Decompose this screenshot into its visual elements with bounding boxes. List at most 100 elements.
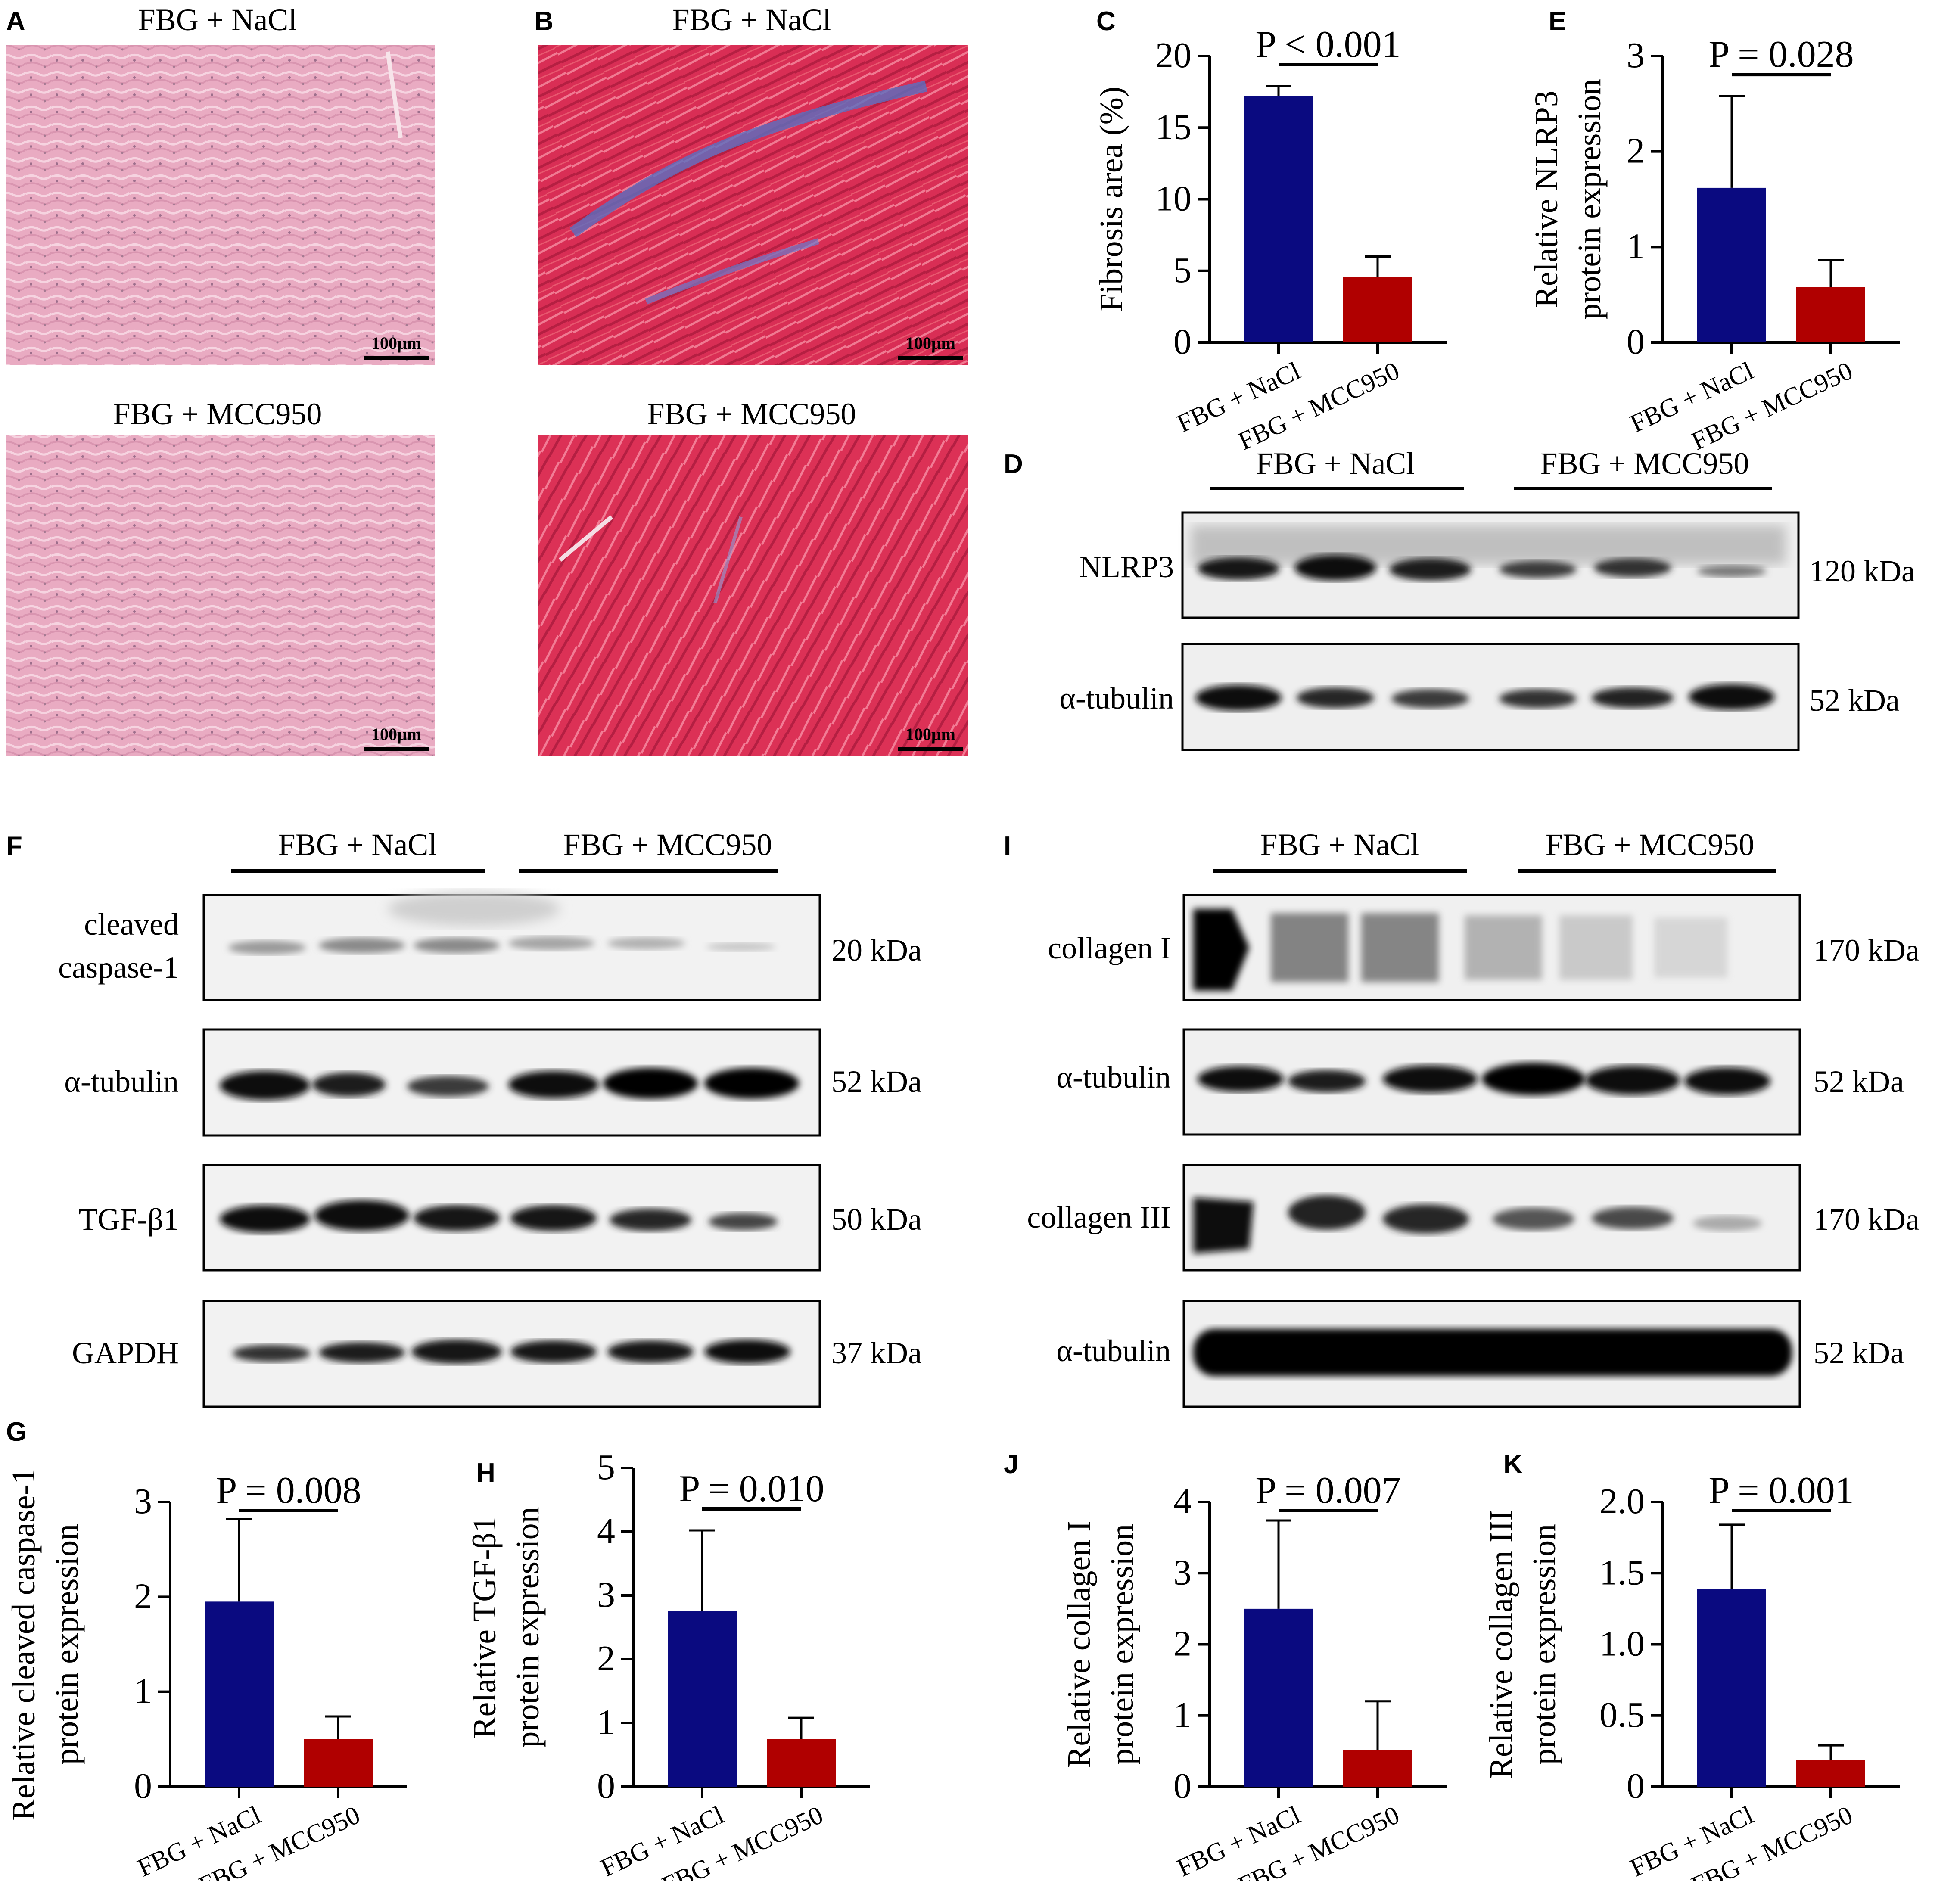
blot-I-label-tubulin-1: α-tubulin: [1056, 1060, 1171, 1094]
blot-F-kda-GAPDH: 37 kDa: [831, 1336, 922, 1370]
y-tick-label: 3: [1173, 1552, 1192, 1592]
scale-bar-label: 100μm: [905, 724, 955, 744]
scale-bar-label: 100μm: [371, 333, 421, 353]
scale-bar-B-top: 100μm: [898, 333, 963, 360]
p-value-label: P = 0.007: [1255, 1470, 1400, 1511]
blot-I-header-nacl: FBG + NaCl: [1260, 827, 1419, 862]
blot-F-label-cleaved-line1: cleaved: [84, 907, 179, 942]
blot-I-kda-tubulin-2: 52 kDa: [1814, 1336, 1904, 1370]
y-tick-label: 5: [597, 1447, 615, 1487]
blot-F-label-GAPDH: GAPDH: [72, 1336, 179, 1370]
y-tick-label: 0: [597, 1766, 615, 1806]
scale-bar-B-bottom: 100μm: [898, 724, 963, 751]
blot-D-header-mcc950: FBG + MCC950: [1540, 446, 1749, 481]
y-axis-label-line2: protein expression: [1571, 79, 1608, 320]
p-value-label: P = 0.008: [216, 1470, 361, 1511]
blot-F-header-nacl: FBG + NaCl: [278, 827, 437, 862]
scale-bar-label: 100μm: [371, 724, 421, 744]
y-tick-label: 0.5: [1599, 1695, 1645, 1735]
y-axis-label-line1: Relative NLRP3: [1528, 90, 1565, 308]
panel-letter-F: F: [6, 831, 22, 861]
masson-image-nacl: [538, 45, 968, 365]
y-tick-label: 2.0: [1599, 1481, 1645, 1521]
bar-nacl: [1697, 187, 1766, 342]
bar-mcc950: [1343, 1750, 1412, 1787]
y-axis-label-line2: protein expression: [1526, 1524, 1562, 1765]
panel-letter-I: I: [1004, 831, 1011, 861]
y-axis-label-line1: Relative collagen III: [1483, 1510, 1519, 1779]
blot-D-row-NLRP3: NLRP3 120 kDa: [1079, 511, 1915, 619]
blot-I-group-headers: FBG + NaCl FBG + MCC950: [1213, 827, 1776, 873]
blot-F-row-tubulin: α-tubulin 52 kDa: [64, 1028, 922, 1137]
scale-bar-A-top: 100μm: [364, 333, 429, 360]
bar-nacl: [1697, 1589, 1766, 1787]
bar-nacl: [205, 1601, 274, 1787]
y-tick-label: 0: [1173, 322, 1192, 362]
y-tick-label: 1.0: [1599, 1624, 1645, 1664]
y-axis-label: Fibrosis area (%): [1093, 87, 1129, 312]
y-tick-label: 0: [1627, 322, 1645, 362]
histology-title-A-bottom: FBG + MCC950: [113, 397, 322, 431]
panel-letter-K: K: [1503, 1449, 1523, 1479]
blot-I-label-tubulin-2: α-tubulin: [1056, 1334, 1171, 1368]
panel-letter-A: A: [6, 6, 25, 36]
blot-F-label-tubulin: α-tubulin: [64, 1064, 179, 1099]
x-tick-label-mcc950: FBG + MCC950: [1687, 356, 1857, 456]
y-tick-label: 10: [1155, 179, 1192, 219]
blot-D-label-tubulin: α-tubulin: [1059, 681, 1174, 715]
panel-letter-C: C: [1096, 6, 1116, 36]
p-value-label: P = 0.010: [679, 1468, 824, 1510]
y-tick-label: 1: [1627, 226, 1645, 266]
blot-F-row-TGF-b1: TGF-β1 50 kDa: [78, 1164, 922, 1272]
p-value-label: P = 0.028: [1708, 34, 1854, 75]
blot-D-kda-tubulin: 52 kDa: [1809, 683, 1900, 718]
blot-I-label-collagen-I: collagen I: [1048, 931, 1171, 965]
blot-F-kda-tubulin: 52 kDa: [831, 1064, 922, 1099]
bar-mcc950: [1796, 287, 1865, 342]
histology-title-B-top: FBG + NaCl: [672, 3, 831, 37]
y-tick-label: 1: [1173, 1695, 1192, 1735]
bar-nacl: [1244, 96, 1313, 343]
he-image-mcc950: [6, 435, 435, 756]
blot-D-header-nacl: FBG + NaCl: [1256, 446, 1415, 481]
blot-F-header-mcc950: FBG + MCC950: [563, 827, 772, 862]
y-tick-label: 2: [1173, 1624, 1192, 1664]
panel-letter-B: B: [534, 6, 554, 36]
y-tick-label: 0: [1627, 1766, 1645, 1806]
bar-nacl: [1244, 1608, 1313, 1787]
blot-D-row-tubulin: α-tubulin 52 kDa: [1059, 643, 1900, 751]
blot-F-group-headers: FBG + NaCl FBG + MCC950: [231, 827, 778, 873]
y-axis-label-line2: protein expression: [49, 1524, 85, 1765]
y-tick-label: 3: [134, 1481, 152, 1521]
y-tick-label: 1: [134, 1671, 152, 1711]
y-tick-label: 4: [597, 1511, 615, 1551]
blot-I-row-collagen-I: collagen I 170 kDa: [1048, 894, 1920, 1001]
y-axis-label-line1: Relative collagen I: [1061, 1521, 1097, 1768]
panel-letter-D: D: [1004, 449, 1023, 479]
histology-title-A-top: FBG + NaCl: [138, 3, 297, 37]
blot-I-row-tubulin-1: α-tubulin 52 kDa: [1056, 1028, 1904, 1136]
y-tick-label: 5: [1173, 250, 1192, 290]
bar-mcc950: [1343, 277, 1412, 342]
blot-F-row-GAPDH: GAPDH 37 kDa: [72, 1300, 922, 1408]
blot-I-kda-collagen-I: 170 kDa: [1814, 933, 1920, 967]
y-axis-label-line2: protein expression: [1104, 1524, 1140, 1765]
histology-title-B-bottom: FBG + MCC950: [647, 397, 856, 431]
y-tick-label: 3: [597, 1575, 615, 1615]
y-tick-label: 0: [1173, 1766, 1192, 1806]
y-tick-label: 2: [597, 1638, 615, 1679]
y-axis-label-line1: Relative cleaved caspase-1: [6, 1468, 42, 1821]
y-tick-label: 15: [1155, 107, 1192, 147]
x-tick-label-mcc950: FBG + MCC950: [1234, 356, 1403, 456]
bar-mcc950: [1796, 1760, 1865, 1787]
y-tick-label: 1.5: [1599, 1552, 1645, 1592]
panel-letter-H: H: [476, 1458, 495, 1488]
y-tick-label: 2: [134, 1576, 152, 1616]
panel-letter-J: J: [1004, 1449, 1018, 1479]
y-tick-label: 4: [1173, 1481, 1192, 1521]
